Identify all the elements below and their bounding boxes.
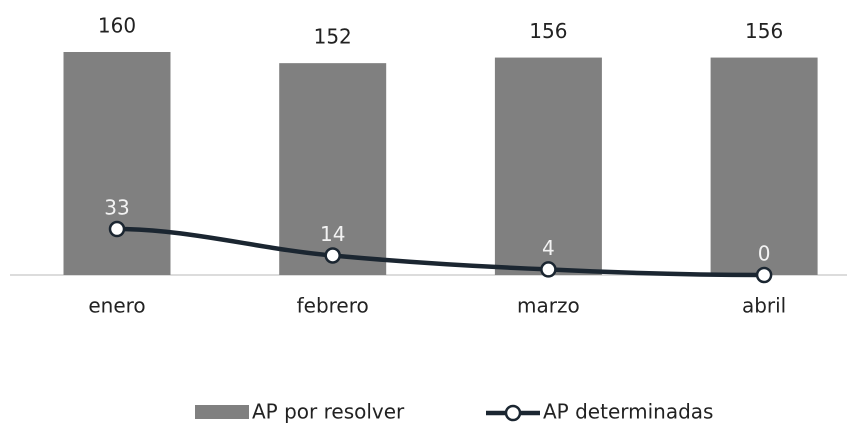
bar-value-label: 160	[98, 14, 136, 38]
line-value-label: 4	[542, 236, 555, 260]
line-marker	[540, 261, 557, 278]
bar-value-label: 156	[745, 19, 783, 43]
line-value-label: 0	[758, 242, 771, 266]
legend-swatch	[195, 405, 249, 419]
x-tick-label: enero	[88, 294, 145, 318]
x-tick-label: marzo	[517, 294, 580, 318]
legend-label: AP determinadas	[543, 400, 713, 423]
bar-value-label: 152	[314, 25, 352, 49]
line-marker	[108, 220, 126, 238]
legend-swatch	[504, 404, 522, 422]
bar	[279, 63, 387, 276]
line	[116, 226, 765, 278]
bar-value-label: 156	[529, 19, 567, 43]
bar	[63, 52, 171, 275]
line-marker	[755, 266, 773, 284]
bar	[710, 57, 818, 276]
bar	[494, 57, 602, 276]
line-value-label: 14	[320, 222, 345, 246]
line-value-label: 33	[104, 196, 129, 220]
x-tick-label: febrero	[297, 294, 369, 318]
line-marker	[324, 247, 341, 264]
x-tick-label: abril	[742, 294, 786, 318]
legend-label: AP por resolver	[252, 400, 405, 423]
